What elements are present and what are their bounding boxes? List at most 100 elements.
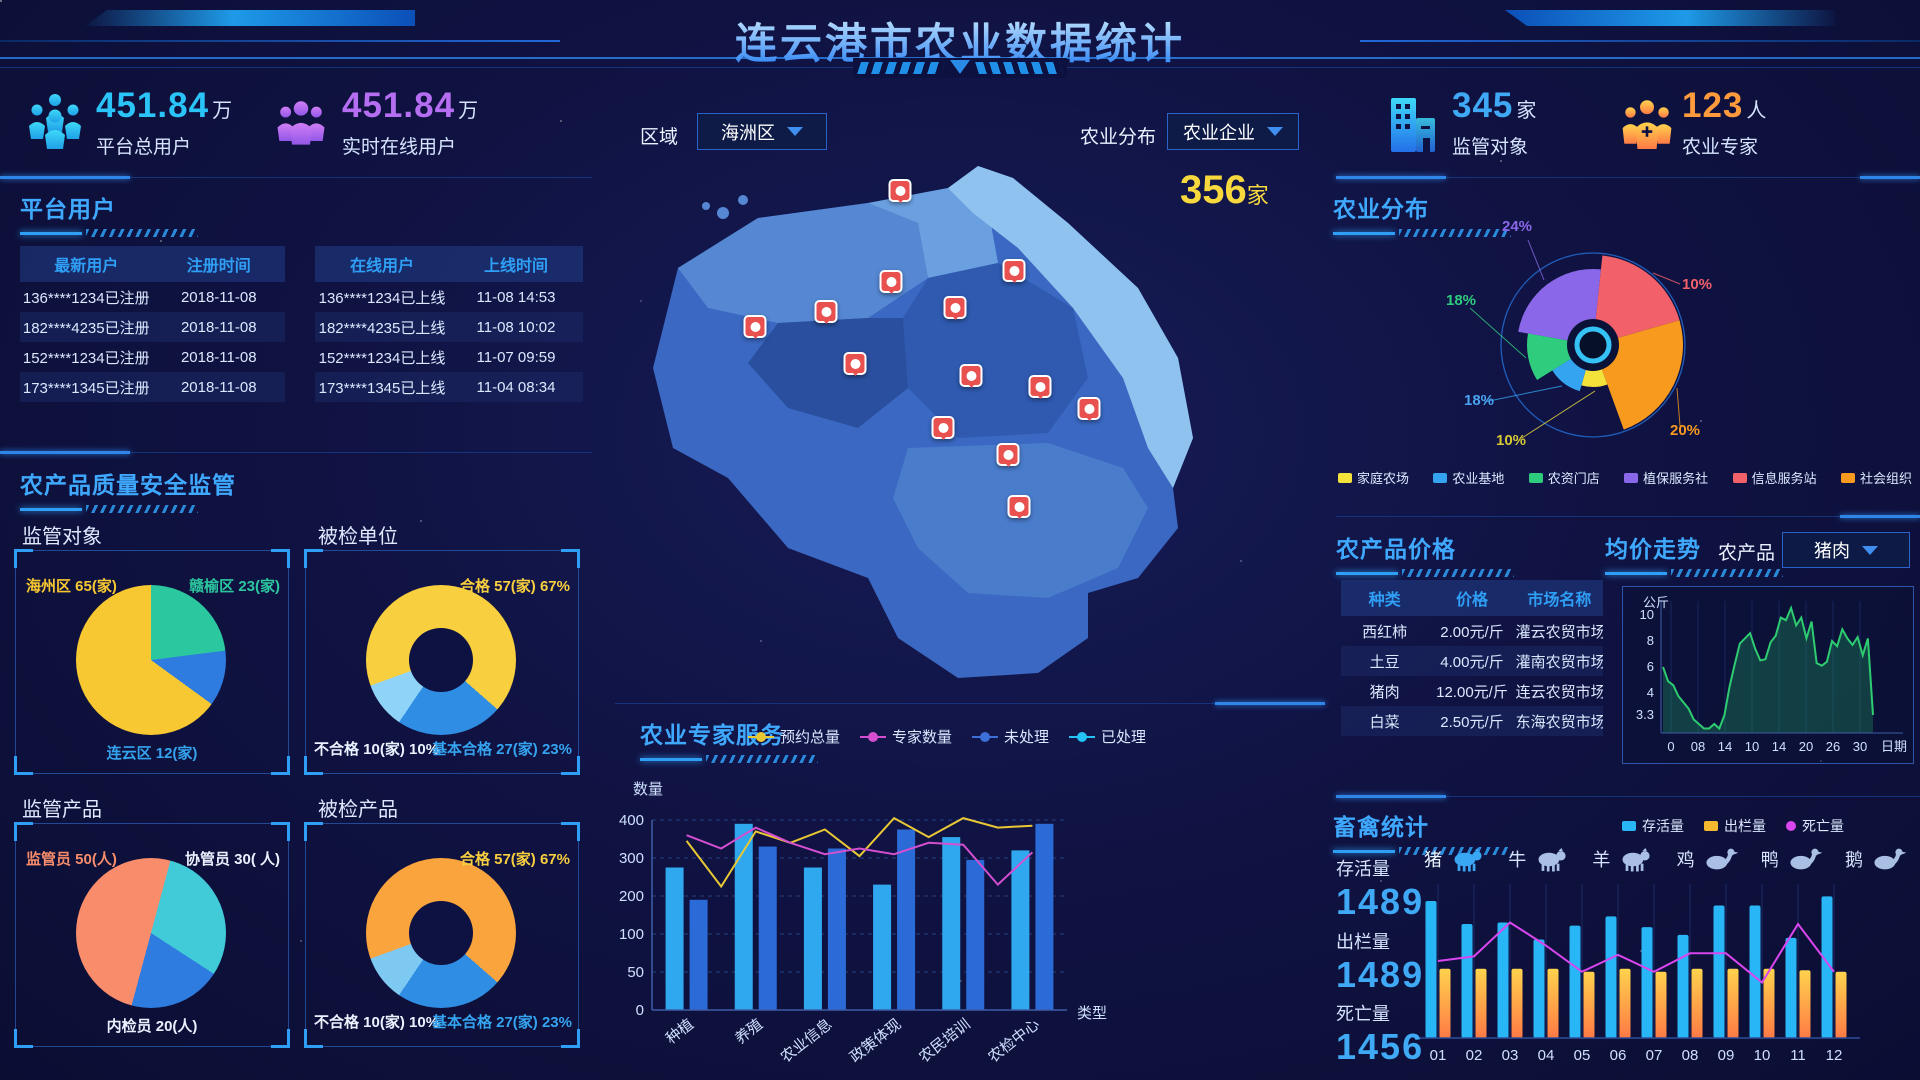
online-users-label: 实时在线用户 — [342, 137, 457, 158]
map-pin[interactable] — [888, 179, 912, 203]
svg-text:养殖: 养殖 — [732, 1016, 766, 1048]
supervised-count-unit: 家 — [1516, 100, 1537, 122]
table-cell: 灌南农贸市场 — [1515, 653, 1603, 671]
animal-tab-1[interactable]: 猪 — [1424, 846, 1485, 872]
rose-percent-label: 20% — [1670, 422, 1701, 439]
map-pin[interactable] — [1002, 259, 1026, 283]
svg-text:14: 14 — [1718, 739, 1732, 754]
pie-chart-supervised-objects: 海州区 65(家) 赣榆区 23(家) 连云区 12(家) — [14, 549, 290, 775]
table-header-row: 在线用户 上线时间 — [315, 246, 583, 282]
table-cell: 2018-11-08 — [180, 378, 257, 396]
legend-item[interactable]: 未处理 — [972, 726, 1049, 747]
animal-selector: 猪牛羊鸡鸭鹅 — [1424, 846, 1906, 872]
starfield-decoration — [0, 0, 2, 2]
table-cell: 2.00元/斤 — [1440, 623, 1504, 641]
table-cell: 东海农贸市场 — [1515, 713, 1603, 731]
map-pin[interactable] — [1028, 375, 1052, 399]
table-cell: 173****1345已上线 — [318, 379, 446, 397]
map-pin[interactable] — [743, 315, 767, 339]
map-svg — [653, 166, 1193, 678]
legend-item[interactable]: 专家数量 — [860, 726, 952, 747]
table-cell: 173****1345已注册 — [22, 379, 150, 397]
price-trend-panel: 0 08 14 10 14 20 26 30 10 8 6 4 3.3 公斤 日期 — [1622, 586, 1914, 764]
region-dropdown[interactable]: 海洲区 — [697, 113, 827, 150]
region-dropdown-value: 海洲区 — [721, 122, 775, 143]
legend-item[interactable]: 出栏量 — [1704, 816, 1766, 836]
svg-text:09: 09 — [1718, 1047, 1735, 1064]
table-row: 152****1234已上线 11-07 09:59 — [315, 342, 583, 372]
legend-item[interactable]: 存活量 — [1622, 816, 1684, 836]
legend-item[interactable]: 农业基地 — [1433, 468, 1504, 487]
pie-label: 协管员 30( 人) — [184, 851, 280, 868]
legend-item[interactable]: 预约总量 — [748, 726, 840, 747]
title-decoration — [20, 229, 210, 238]
total-users-icon — [24, 88, 86, 155]
animal-tab-5[interactable]: 鸭 — [1761, 846, 1822, 872]
title-decoration — [1333, 229, 1523, 238]
animal-tab-4[interactable]: 鸡 — [1677, 846, 1738, 872]
map-pin[interactable] — [814, 300, 838, 324]
map-pin[interactable] — [1007, 495, 1031, 519]
svg-text:0: 0 — [1667, 739, 1674, 754]
map-pin[interactable] — [959, 364, 983, 388]
legend-label: 信息服务站 — [1751, 471, 1817, 486]
experts-count-stat: 123 人 农业专家 — [1682, 86, 1766, 159]
map-pin[interactable] — [996, 443, 1020, 467]
legend-label: 农业基地 — [1452, 471, 1505, 486]
online-users-stat: 451.84 万 实时在线用户 — [342, 86, 478, 159]
map-pin[interactable] — [843, 352, 867, 376]
svg-text:30: 30 — [1853, 739, 1867, 754]
map-pin[interactable] — [1077, 397, 1101, 421]
legend-item[interactable]: 农资门店 — [1528, 468, 1600, 487]
title-decoration — [20, 505, 330, 514]
livestock-section-title: 畜禽统计 — [1333, 808, 1523, 856]
map-pin[interactable] — [943, 296, 967, 320]
distribution-filter-label: 农业分布 — [1080, 127, 1157, 148]
map-pin[interactable] — [879, 270, 903, 294]
legend-item[interactable]: 社会组织 — [1840, 468, 1912, 487]
region-label: 区域 — [640, 127, 679, 148]
online-users-unit: 万 — [458, 100, 479, 122]
right-divider-1 — [1336, 176, 1920, 179]
product-dropdown[interactable]: 猪肉 — [1782, 532, 1910, 568]
svg-text:数量: 数量 — [633, 781, 663, 798]
header-left-decoration — [85, 10, 415, 26]
table-row: 173****1345已上线 11-04 08:34 — [315, 372, 583, 402]
table-row: 西红柿 2.00元/斤 灌云农贸市场 — [1341, 616, 1603, 646]
legend-item[interactable]: 已处理 — [1069, 726, 1146, 747]
svg-text:农业信息: 农业信息 — [778, 1016, 836, 1066]
svg-text:03: 03 — [1502, 1047, 1519, 1064]
title-decoration — [640, 755, 860, 764]
legend-item[interactable]: 家庭农场 — [1338, 468, 1409, 487]
animal-tab-6[interactable]: 鹅 — [1845, 846, 1906, 872]
legend-label: 已处理 — [1101, 729, 1147, 746]
legend-label: 家庭农场 — [1357, 471, 1410, 486]
product-dropdown-value: 猪肉 — [1814, 541, 1850, 561]
svg-text:01: 01 — [1430, 1047, 1447, 1064]
table-cell: 11-08 14:53 — [476, 288, 556, 306]
table-header-cell: 上线时间 — [483, 258, 548, 275]
pie-label: 不合格 10(家) 10% — [314, 741, 440, 758]
legend-item[interactable]: 植保服务社 — [1624, 468, 1708, 487]
legend-item[interactable]: 信息服务站 — [1732, 468, 1817, 487]
price-table-title: 农产品价格 — [1336, 530, 1526, 578]
animal-tab-3[interactable]: 羊 — [1592, 846, 1653, 872]
online-users-value: 451.84 — [342, 86, 456, 125]
chevron-down-icon — [1862, 545, 1878, 555]
legend-swatch — [1528, 472, 1543, 483]
table-header-cell: 最新用户 — [54, 258, 119, 275]
legend-swatch — [1786, 821, 1796, 831]
table-header-row: 种类 价格 市场名称 — [1341, 580, 1603, 616]
table-cell: 土豆 — [1369, 653, 1400, 671]
rose-percent-label: 18% — [1446, 292, 1477, 309]
svg-text:10: 10 — [1745, 739, 1759, 754]
online-table: 在线用户 上线时间 136****1234已上线 11-08 14:53 182****… — [315, 246, 583, 402]
table-cell: 2018-11-08 — [180, 288, 257, 306]
legend-label: 植保服务社 — [1643, 471, 1709, 486]
animal-tab-2[interactable]: 牛 — [1508, 846, 1569, 872]
distribution-dropdown[interactable]: 农业企业 — [1167, 113, 1299, 150]
legend-line-icon — [972, 731, 999, 742]
legend-item[interactable]: 死亡量 — [1786, 816, 1844, 836]
animal-icon — [1874, 848, 1906, 869]
map-pin[interactable] — [931, 416, 955, 440]
